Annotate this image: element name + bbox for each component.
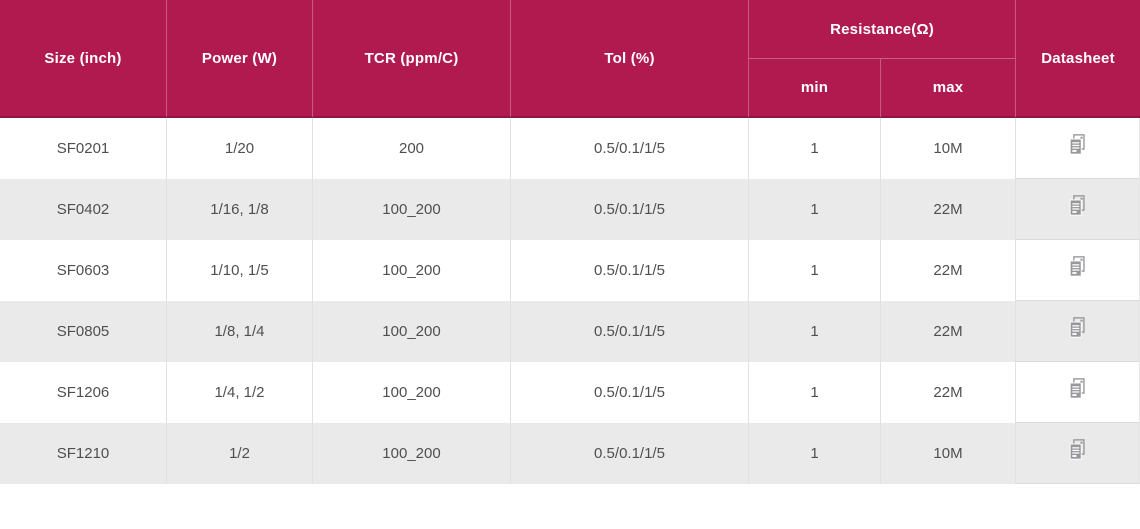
col-header-tcr: TCR (ppm/C) [312,0,510,118]
cell-resistance-max: 22M [880,362,1016,423]
col-header-power: Power (W) [166,0,312,118]
cell-resistance-min: 1 [748,179,880,240]
cell-power: 1/10, 1/5 [166,240,312,301]
table-row: SF1206 1/4, 1/2 100_200 0.5/0.1/1/5 1 22… [0,362,1140,423]
table-row: SF0603 1/10, 1/5 100_200 0.5/0.1/1/5 1 2… [0,240,1140,301]
col-header-tol: Tol (%) [510,0,748,118]
cell-tol: 0.5/0.1/1/5 [510,301,748,362]
cell-tol: 0.5/0.1/1/5 [510,423,748,484]
cell-tol: 0.5/0.1/1/5 [510,362,748,423]
cell-datasheet [1015,179,1140,240]
datasheet-link[interactable] [1065,316,1091,342]
datasheet-link[interactable] [1065,438,1091,464]
cell-tol: 0.5/0.1/1/5 [510,179,748,240]
cell-size: SF1210 [0,423,166,484]
cell-resistance-min: 1 [748,240,880,301]
document-copy-icon [1069,317,1085,338]
document-copy-icon [1069,256,1085,277]
cell-tcr: 200 [312,118,510,179]
cell-tcr: 100_200 [312,423,510,484]
cell-resistance-min: 1 [748,118,880,179]
table-body: SF0201 1/20 200 0.5/0.1/1/5 1 10M [0,118,1140,484]
cell-resistance-min: 1 [748,423,880,484]
table-row: SF0201 1/20 200 0.5/0.1/1/5 1 10M [0,118,1140,179]
cell-datasheet [1015,301,1140,362]
bottom-whitespace [0,484,1140,527]
cell-power: 1/4, 1/2 [166,362,312,423]
cell-resistance-max: 22M [880,179,1016,240]
table-row: SF0805 1/8, 1/4 100_200 0.5/0.1/1/5 1 22… [0,301,1140,362]
cell-power: 1/20 [166,118,312,179]
cell-size: SF0805 [0,301,166,362]
datasheet-link[interactable] [1065,255,1091,281]
cell-datasheet [1015,240,1140,301]
col-header-size: Size (inch) [0,0,166,118]
col-header-resistance: Resistance(Ω) [748,0,1016,59]
table-row: SF0402 1/16, 1/8 100_200 0.5/0.1/1/5 1 2… [0,179,1140,240]
cell-power: 1/16, 1/8 [166,179,312,240]
document-copy-icon [1069,439,1085,460]
document-copy-icon [1069,134,1085,155]
cell-resistance-min: 1 [748,362,880,423]
document-copy-icon [1069,378,1085,399]
cell-resistance-max: 22M [880,240,1016,301]
cell-datasheet [1015,118,1140,179]
cell-datasheet [1015,423,1140,484]
cell-power: 1/2 [166,423,312,484]
cell-tcr: 100_200 [312,179,510,240]
cell-size: SF0603 [0,240,166,301]
cell-size: SF1206 [0,362,166,423]
col-header-datasheet: Datasheet [1015,0,1140,118]
document-copy-icon [1069,195,1085,216]
datasheet-link[interactable] [1065,377,1091,403]
cell-tol: 0.5/0.1/1/5 [510,118,748,179]
cell-power: 1/8, 1/4 [166,301,312,362]
cell-size: SF0201 [0,118,166,179]
table-row: SF1210 1/2 100_200 0.5/0.1/1/5 1 10M [0,423,1140,484]
cell-tcr: 100_200 [312,362,510,423]
col-header-min: min [748,59,880,118]
product-spec-table: Size (inch) Power (W) TCR (ppm/C) Tol (%… [0,0,1140,484]
datasheet-link[interactable] [1065,133,1091,159]
cell-resistance-max: 10M [880,118,1016,179]
cell-tcr: 100_200 [312,301,510,362]
cell-tcr: 100_200 [312,240,510,301]
cell-datasheet [1015,362,1140,423]
cell-resistance-min: 1 [748,301,880,362]
col-header-max: max [880,59,1016,118]
table-header: Size (inch) Power (W) TCR (ppm/C) Tol (%… [0,0,1140,118]
cell-resistance-max: 22M [880,301,1016,362]
datasheet-link[interactable] [1065,194,1091,220]
cell-tol: 0.5/0.1/1/5 [510,240,748,301]
cell-size: SF0402 [0,179,166,240]
cell-resistance-max: 10M [880,423,1016,484]
